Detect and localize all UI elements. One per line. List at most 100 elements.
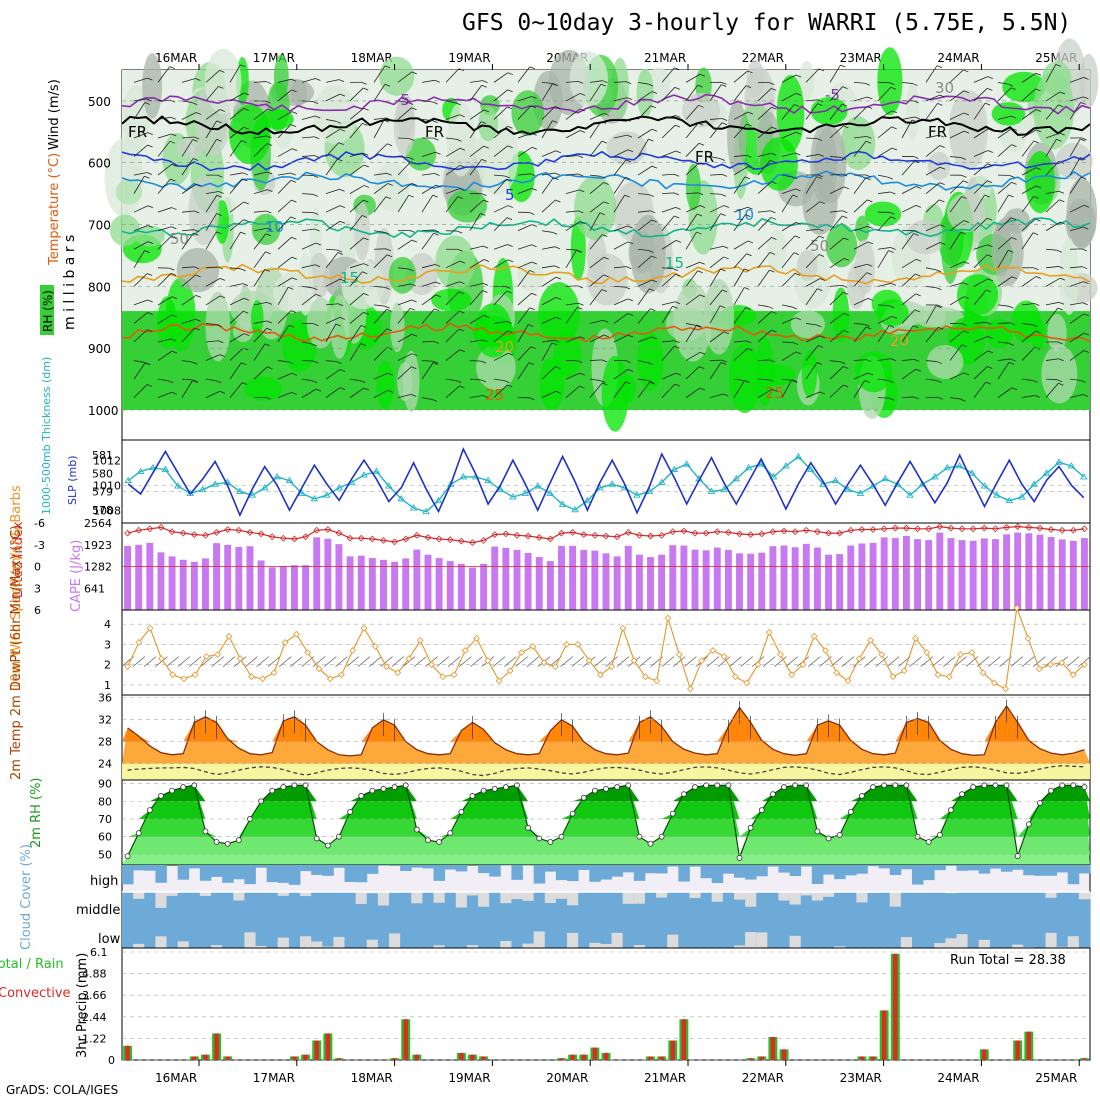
wind-barb [373, 304, 385, 307]
wind-barb [901, 186, 917, 194]
wind-barb-flag [816, 138, 823, 142]
precip-convective-bar [336, 1058, 342, 1060]
wind-barb-flag [720, 193, 727, 197]
cloud-mid-cell [956, 892, 969, 948]
wind-barb-flag [987, 163, 993, 167]
date-label-bottom: 17MAR [253, 1071, 295, 1085]
wind-barb-flag [1010, 217, 1017, 221]
wind-barb-flag [627, 298, 634, 302]
wind-barb-flag [889, 325, 895, 328]
wind-barb-flag [938, 134, 945, 138]
cloud-mid-cell [834, 892, 846, 948]
wind-speed-point [777, 651, 784, 658]
wind-barb-flag [409, 307, 416, 311]
wind-barb-flag [602, 80, 608, 84]
wind-barb-flag [312, 193, 319, 197]
wind-barb-flag [482, 290, 488, 293]
rh-point [948, 807, 954, 814]
wind-barb-flag [600, 83, 607, 87]
wind-barb-flag [529, 212, 535, 215]
cloud-low-gap-cell [500, 941, 512, 948]
wind-speed-point [810, 632, 818, 640]
wind-barb-flag [1082, 266, 1088, 270]
wind-speed-point [698, 657, 706, 664]
wind-barb [805, 278, 821, 287]
wind-barb-flag [987, 87, 993, 91]
date-label-bottom: 24MAR [937, 1071, 979, 1085]
cloud-mid-cell [800, 892, 813, 948]
rh-point [547, 839, 554, 845]
wind-barb [205, 323, 217, 326]
wind-barb-flag [456, 380, 462, 384]
lifted-index-point [391, 538, 398, 546]
wind-barb-flag [146, 384, 153, 387]
wind-barb-flag [961, 174, 967, 178]
lifted-index-point [858, 526, 866, 533]
cloud-gap-cell [355, 892, 368, 904]
wind-barb-flag [674, 383, 681, 387]
wind-barb-flag [939, 145, 945, 148]
thickness-point [248, 491, 257, 498]
cape-bar [246, 546, 254, 610]
wind-barb-flag [987, 150, 994, 153]
wind-barb [997, 304, 1009, 307]
cape-bar [769, 546, 777, 610]
thickness-point [496, 485, 505, 493]
wind-barb-flag [267, 108, 273, 112]
rh-point [313, 835, 320, 842]
slp-tick-label: 1010 [93, 479, 121, 492]
wind-speed-point [169, 671, 177, 679]
wind-barb-flag [314, 155, 320, 158]
wind-barb-flag [408, 138, 415, 141]
wind-barb-flag [147, 205, 154, 209]
wind-barb [469, 199, 484, 213]
wind-barb-flag [481, 193, 487, 197]
wind-barb [565, 306, 578, 324]
lifted-index-point [713, 528, 721, 536]
wind-barb-flag [506, 321, 512, 324]
wind-barb [181, 360, 193, 363]
wind-barb-flag [961, 196, 967, 199]
wind-barb-flag [579, 372, 586, 376]
wind-barb [157, 314, 173, 324]
rh-point [692, 784, 698, 790]
rh-point [603, 785, 609, 792]
wind-speed-point [191, 671, 199, 679]
cloud-mid-cell [689, 892, 701, 948]
wind-barb [205, 340, 219, 343]
cloud-mid-cell [322, 892, 334, 948]
wind-barb-flag [458, 328, 465, 332]
wind-barb-flag [339, 188, 345, 192]
thickness-point [372, 467, 381, 474]
cloud-high-cell [656, 865, 668, 874]
wind-barb-flag [483, 145, 489, 149]
cape-bar [313, 537, 321, 610]
cloud-gap-cell [544, 892, 557, 903]
wind-barb-flag [986, 180, 993, 184]
wind-barb [1045, 301, 1060, 306]
wind-barb [1069, 102, 1082, 120]
wind-barb-flag [363, 263, 369, 266]
cape-bar [335, 544, 343, 610]
wind-barb-flag [194, 327, 200, 331]
wind-barb-flag [1081, 137, 1087, 141]
wind-barb [877, 282, 892, 287]
wind-barb-flag [866, 135, 872, 139]
wind-barb [157, 133, 172, 139]
wind-barb-flag [647, 83, 654, 87]
cape-tick-label: 641 [84, 582, 105, 595]
wind-barb [253, 251, 266, 269]
wind-barb [853, 96, 868, 102]
wind-barb-flag [867, 225, 873, 229]
wind-speed-point [968, 649, 976, 656]
wind-barb [637, 360, 648, 363]
cape-bar [257, 560, 265, 610]
wind-barb [349, 293, 364, 306]
cloud-high-cell [689, 865, 701, 867]
wind-barb-flag [1080, 102, 1086, 105]
wind-barb [565, 189, 580, 195]
thickness-point [409, 504, 418, 511]
lifted-index-point [480, 537, 488, 544]
wind-barb [253, 301, 267, 306]
wind-barb-flag [599, 212, 606, 216]
